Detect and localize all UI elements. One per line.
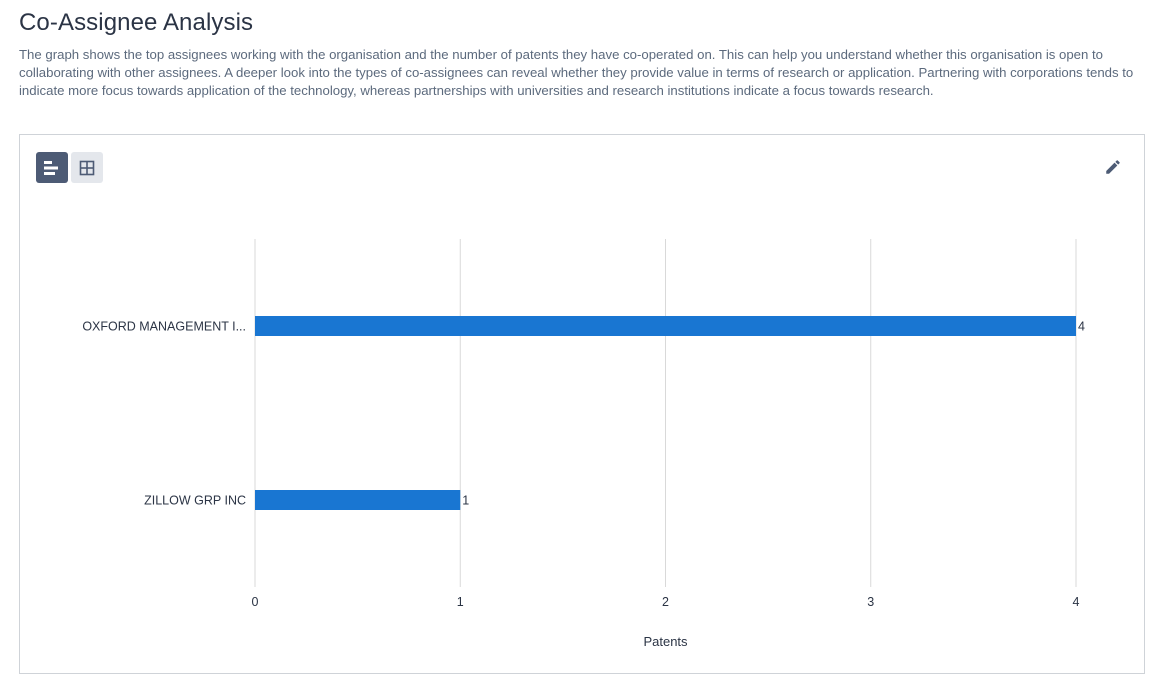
bar-chart: 0 1 2 3 4 OXFORD MANAGEMENT I... 4 ZILLOW GRP I… — [20, 135, 1144, 673]
bar — [255, 316, 1076, 336]
x-axis-title: Patents — [643, 634, 688, 649]
page-description: The graph shows the top assignees workin… — [19, 46, 1144, 100]
page-title: Co-Assignee Analysis — [19, 9, 253, 37]
bar — [255, 490, 460, 510]
category-label: ZILLOW GRP INC — [144, 494, 246, 508]
x-tick-label: 1 — [457, 595, 464, 609]
chart-panel: 0 1 2 3 4 OXFORD MANAGEMENT I... 4 ZILLOW GRP I… — [19, 134, 1145, 674]
data-label: 1 — [462, 494, 469, 508]
x-tick-label: 2 — [662, 595, 669, 609]
x-tick-label: 3 — [867, 595, 874, 609]
x-tick-label: 4 — [1073, 595, 1080, 609]
category-label: OXFORD MANAGEMENT I... — [82, 320, 246, 334]
x-tick-label: 0 — [252, 595, 259, 609]
data-label: 4 — [1078, 320, 1085, 334]
